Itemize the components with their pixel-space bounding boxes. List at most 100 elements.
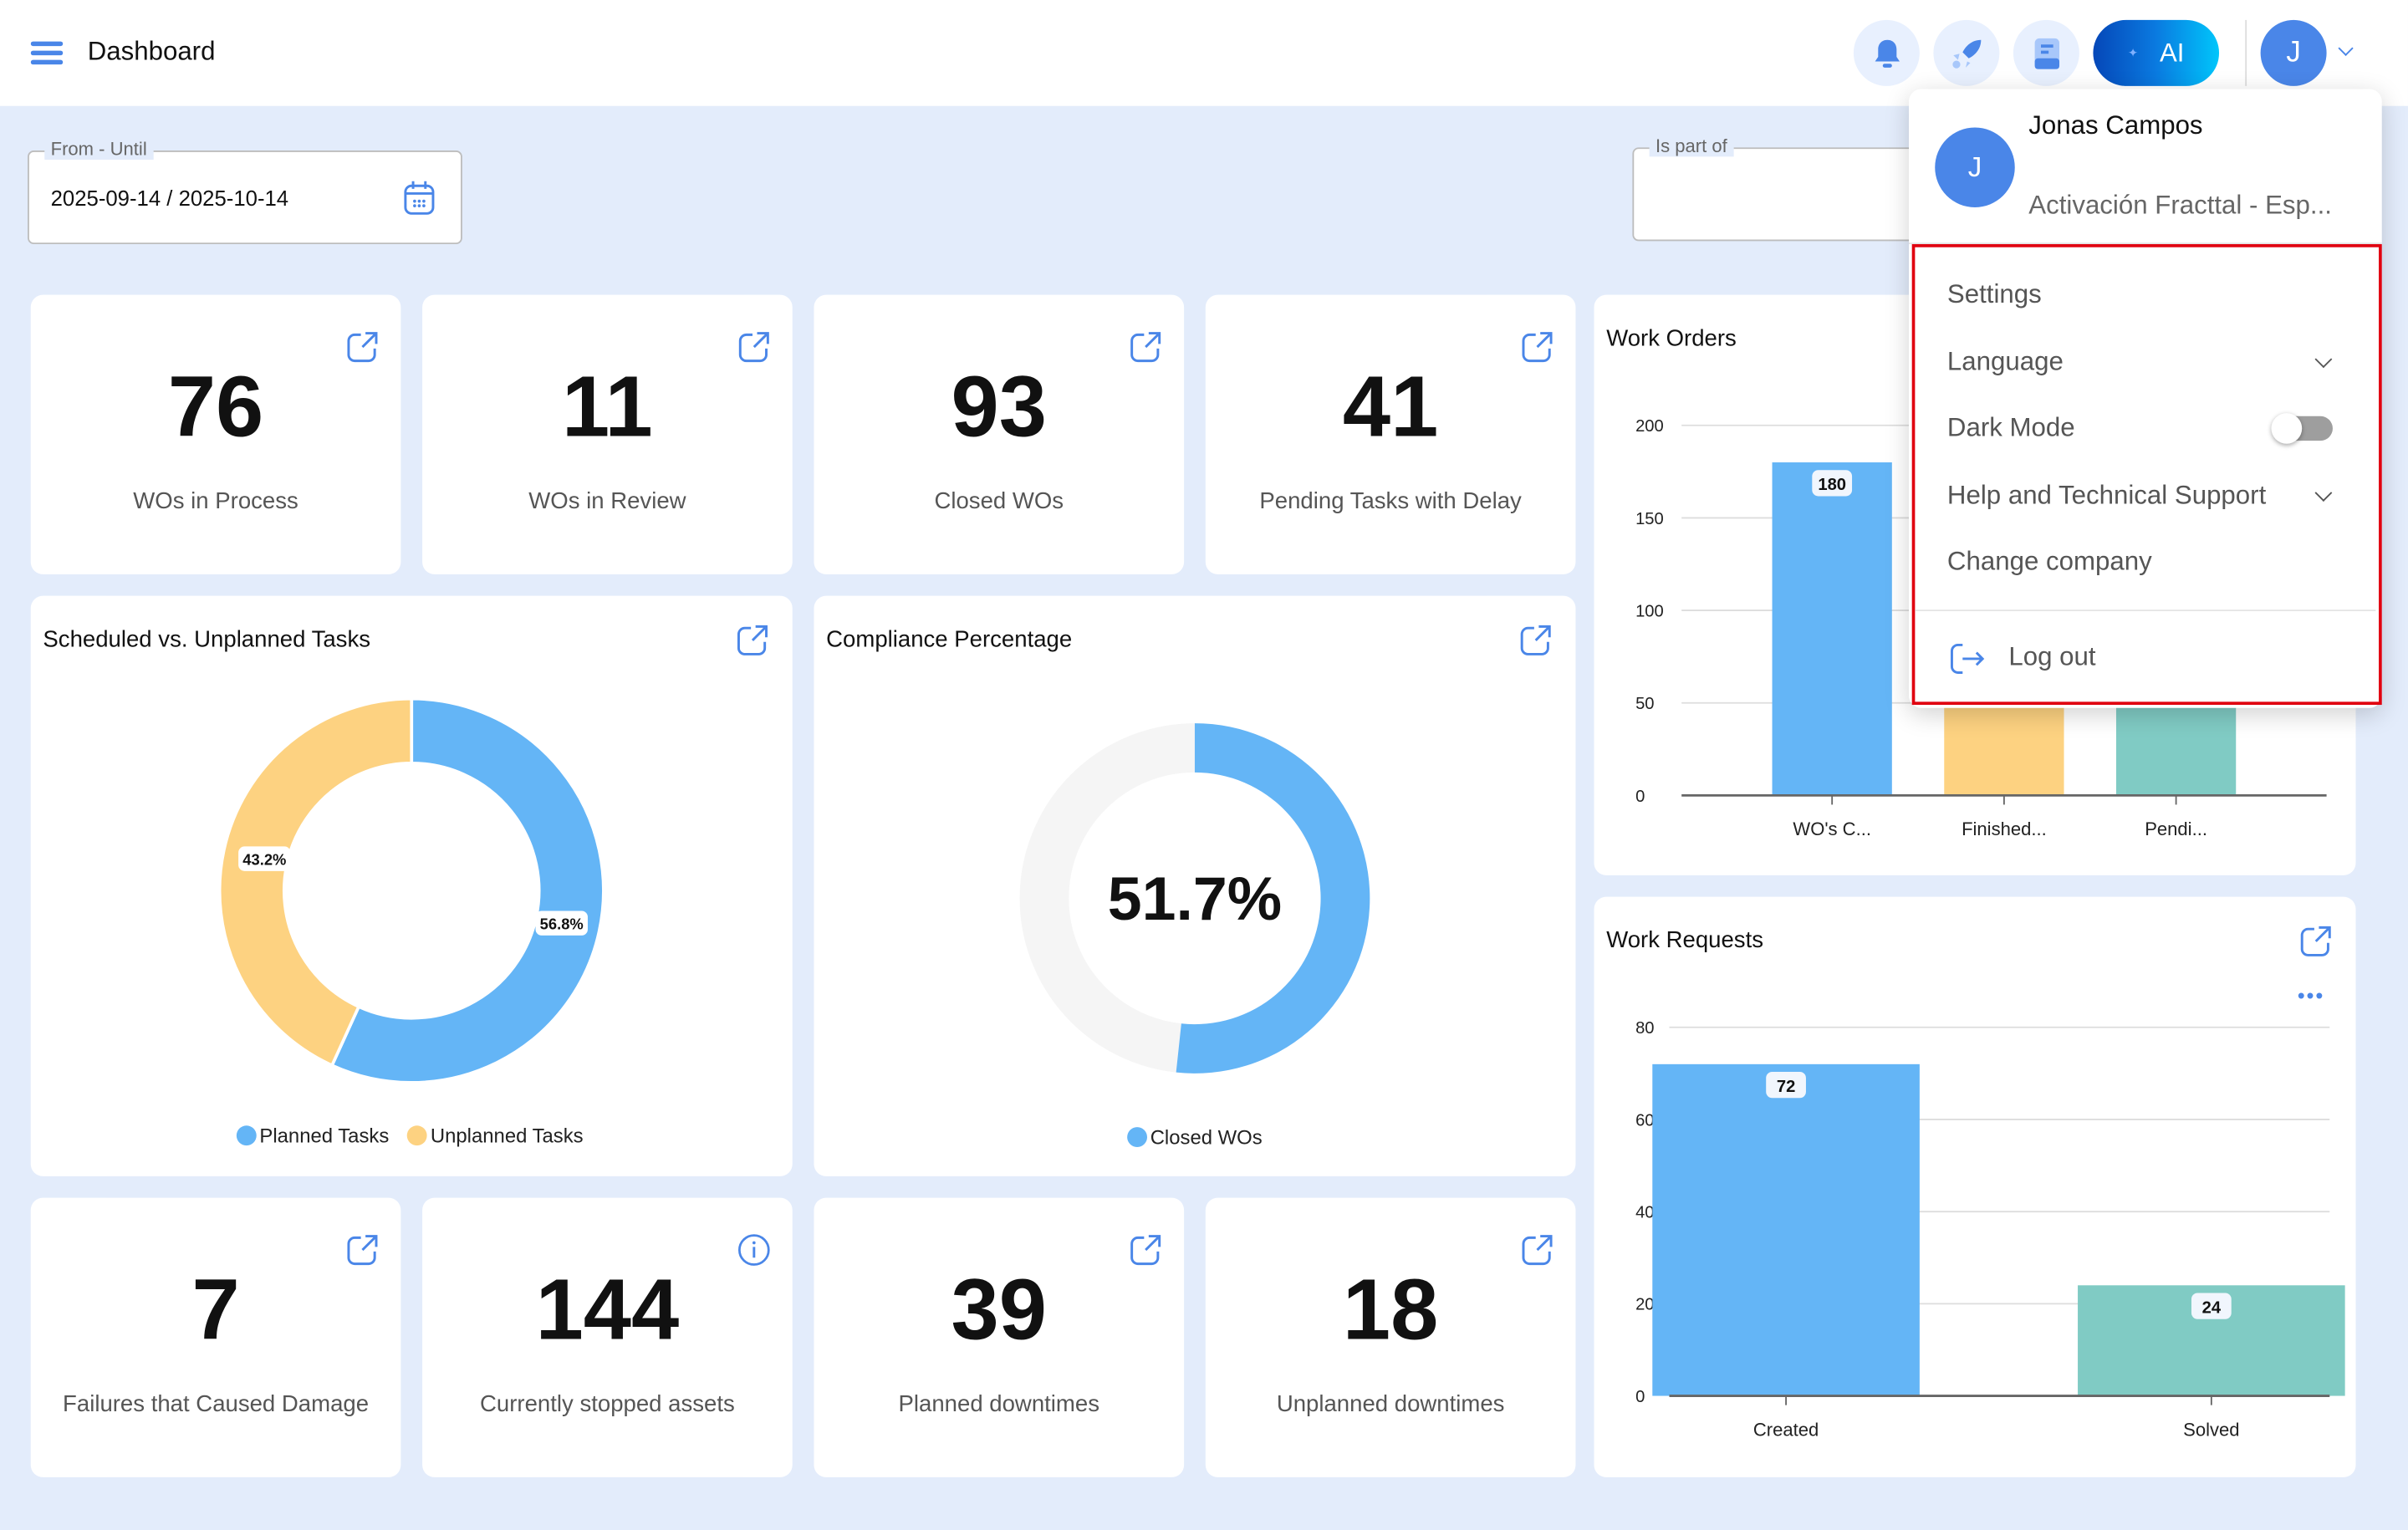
donut-slice-0[interactable]: [329, 696, 605, 1084]
scheduled-vs-unplanned-card: Scheduled vs. Unplanned Tasks 56.8% 43.2%…: [30, 595, 793, 1176]
date-range-field[interactable]: From - Until 2025-09-14 / 2025-10-14: [28, 138, 462, 245]
open-external-icon[interactable]: [1518, 624, 1552, 657]
ai-button[interactable]: ✦ AI: [2093, 19, 2220, 86]
toggle-knob: [2271, 413, 2303, 444]
data-label-bg: [2191, 1293, 2232, 1319]
onboarding-button[interactable]: [1933, 19, 2000, 86]
open-external-icon[interactable]: [1520, 1233, 1553, 1267]
kpi-label: Planned downtimes: [898, 1391, 1099, 1418]
hamburger-menu-icon[interactable]: [30, 40, 64, 66]
sparkle-icon: ✦: [2127, 46, 2139, 60]
kpi-value: 39: [951, 1260, 1047, 1358]
legend-swatch: [407, 1125, 428, 1146]
kpi-value: 18: [1342, 1260, 1439, 1358]
menu-item-settings[interactable]: Settings: [1946, 279, 2042, 309]
kpi-card: 39 Planned downtimes: [814, 1197, 1185, 1477]
docs-button[interactable]: [2013, 19, 2079, 86]
kpi-value: 7: [191, 1260, 240, 1358]
date-range-label: From - Until: [44, 138, 154, 161]
legend-swatch: [1127, 1127, 1148, 1148]
open-external-icon[interactable]: [1520, 330, 1553, 364]
card-title: Scheduled vs. Unplanned Tasks: [43, 626, 371, 653]
logout-button[interactable]: Log out: [2008, 641, 2096, 671]
data-label: 72: [1777, 1078, 1795, 1096]
chart-legend: Planned Tasks Unplanned Tasks: [236, 1124, 584, 1148]
dark-mode-toggle[interactable]: [2271, 413, 2333, 444]
divider: [1915, 609, 2376, 612]
compliance-donut-chart: [1019, 723, 1370, 1074]
divider: [2245, 19, 2247, 86]
open-external-icon[interactable]: [736, 624, 769, 657]
kpi-card: 41 Pending Tasks with Delay: [1205, 294, 1576, 574]
notifications-button[interactable]: [1853, 19, 1920, 86]
y-tick-label: 60: [1635, 1111, 1654, 1130]
compliance-card: Compliance Percentage 51.7% Closed WOs: [814, 595, 1576, 1176]
calendar-icon[interactable]: [402, 180, 436, 217]
kpi-card: 11 WOs in Review: [422, 294, 793, 574]
data-label: 56.8%: [540, 915, 584, 933]
open-external-icon[interactable]: [2299, 925, 2333, 958]
page-title: Dashboard: [87, 37, 216, 66]
kpi-card: 18 Unplanned downtimes: [1205, 1197, 1576, 1477]
kpi-label: Failures that Caused Damage: [63, 1391, 370, 1418]
info-icon[interactable]: [737, 1233, 771, 1267]
open-external-icon[interactable]: [1129, 330, 1162, 364]
open-external-icon[interactable]: [1129, 1233, 1162, 1267]
y-tick-label: 40: [1635, 1204, 1654, 1222]
user-name: Jonas Campos: [2028, 110, 2203, 140]
x-tick-label: Solved: [2183, 1419, 2239, 1440]
user-company: Activación Fracttal - Esp...: [2028, 190, 2332, 220]
legend-planned[interactable]: Planned Tasks: [259, 1124, 390, 1148]
x-tick-label: Pendi...: [2145, 819, 2207, 839]
kpi-label: WOs in Review: [528, 488, 686, 515]
open-external-icon[interactable]: [345, 330, 379, 364]
work-requests-bar-chart: 0 20 40 60 80 Created 72 Solved 24: [1635, 1019, 2345, 1440]
data-label-bg: [238, 846, 291, 871]
kpi-value: 144: [535, 1260, 680, 1358]
x-tick-label: Created: [1753, 1419, 1819, 1440]
kpi-card: 144 Currently stopped assets: [422, 1197, 793, 1477]
donut-slice-closed-wos[interactable]: [1176, 723, 1370, 1074]
user-avatar-button[interactable]: J: [2260, 19, 2327, 86]
y-tick-label: 50: [1635, 695, 1654, 713]
kpi-label: WOs in Process: [133, 488, 298, 515]
y-tick-label: 0: [1635, 788, 1645, 806]
divider: [1909, 242, 2382, 245]
x-tick-label: WO's C...: [1793, 819, 1871, 839]
card-title: Work Requests: [1606, 927, 1764, 954]
kpi-card: 7 Failures that Caused Damage: [30, 1197, 401, 1477]
y-tick-label: 200: [1635, 417, 1664, 436]
menu-item-language[interactable]: Language: [1946, 347, 2064, 376]
bell-icon: [1874, 38, 1900, 67]
kpi-label: Closed WOs: [934, 488, 1064, 515]
chevron-down-icon[interactable]: [2338, 40, 2354, 56]
highlight-box: [1911, 244, 2382, 706]
card-title: Compliance Percentage: [826, 626, 1073, 653]
y-tick-label: 0: [1635, 1388, 1645, 1406]
user-menu: J Jonas Campos Activación Fracttal - Esp…: [1909, 89, 2382, 708]
is-part-of-label: Is part of: [1649, 135, 1734, 157]
chart-legend: Closed WOs: [1127, 1125, 1263, 1149]
donut-slice-1[interactable]: [217, 696, 414, 1068]
menu-item-change-company[interactable]: Change company: [1946, 546, 2152, 576]
book-icon: [2033, 37, 2059, 69]
kpi-value: 11: [562, 357, 653, 455]
logout-icon: [1950, 643, 1985, 674]
bar-0[interactable]: [1652, 1063, 1920, 1396]
data-label: 24: [2202, 1298, 2222, 1317]
more-options-icon[interactable]: •••: [2297, 982, 2325, 1007]
menu-item-help[interactable]: Help and Technical Support: [1946, 480, 2267, 510]
bar-0[interactable]: [1772, 462, 1892, 796]
legend-unplanned[interactable]: Unplanned Tasks: [430, 1124, 584, 1148]
x-tick-label: Finished...: [1962, 819, 2047, 839]
rocket-icon: [1951, 38, 1981, 68]
open-external-icon[interactable]: [345, 1233, 379, 1267]
open-external-icon[interactable]: [737, 330, 771, 364]
legend-swatch: [236, 1125, 257, 1146]
legend-closed-wos[interactable]: Closed WOs: [1150, 1125, 1263, 1149]
compliance-value: 51.7%: [1107, 865, 1283, 934]
date-range-value: 2025-09-14 / 2025-10-14: [50, 186, 289, 211]
top-header: Dashboard ✦ AI J: [0, 0, 2408, 106]
y-tick-label: 20: [1635, 1296, 1654, 1314]
data-label-bg: [1812, 470, 1853, 497]
